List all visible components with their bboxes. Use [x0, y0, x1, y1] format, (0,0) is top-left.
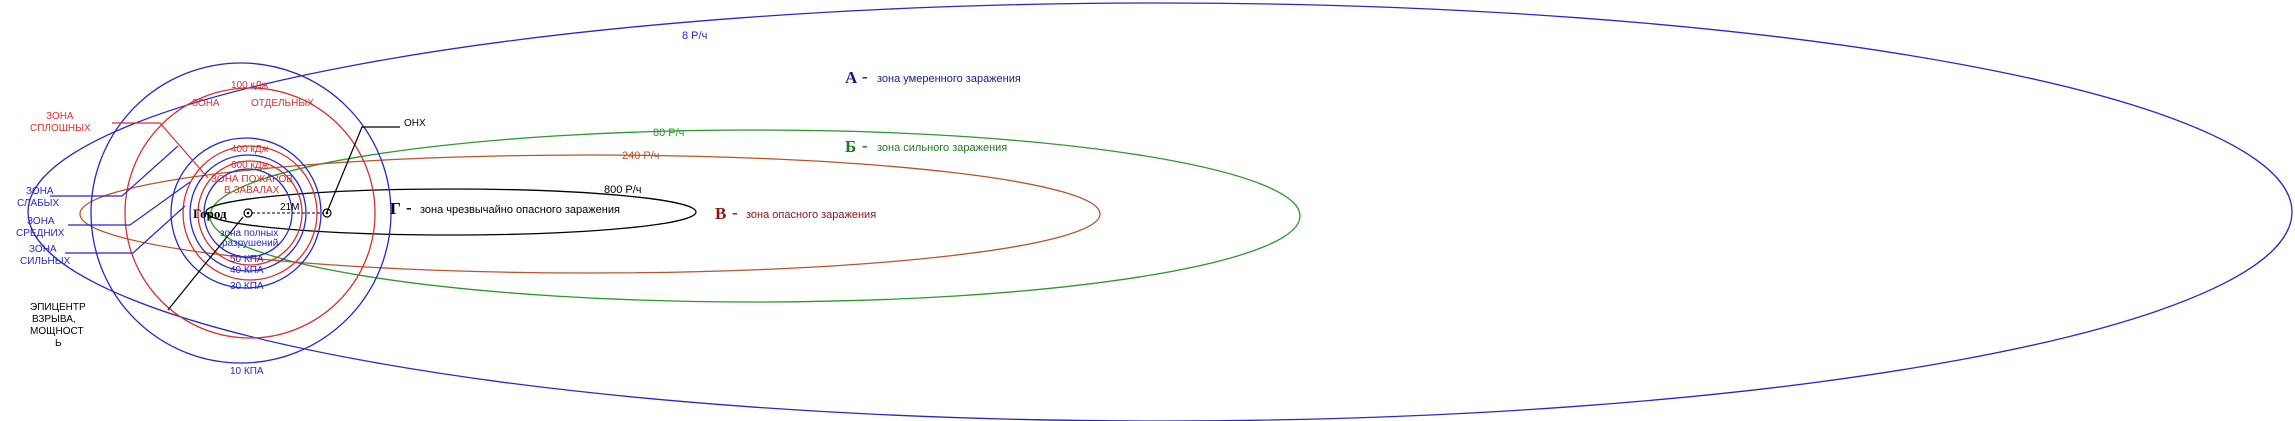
label-zona-otd-2: ОТДЕЛЬНЫХ [251, 98, 314, 109]
circle-10-kpa [90, 62, 392, 364]
zone-b-letter: Б [845, 137, 856, 156]
label-8-rh: 8 Р/ч [682, 30, 707, 42]
epicenter-dot [246, 211, 250, 215]
zone-g-letter: Г [390, 199, 401, 218]
zone-b-dash: - [862, 136, 868, 155]
label-zona-sred-1: ЗОНА [27, 216, 55, 227]
circle-40-kpa [189, 154, 307, 272]
zone-a-letter: А [845, 68, 858, 87]
zone-g-desc: зона чрезвычайно опасного заражения [420, 204, 620, 216]
label-800-rh: 800 Р/ч [604, 184, 642, 196]
label-zona-silno-1: ЗОНА [29, 244, 57, 255]
label-epicenter-4: Ь [55, 338, 62, 349]
zone-a-dash: - [862, 67, 868, 86]
label-10-kpa: 10 КПА [230, 366, 264, 377]
zone-a-ellipse [27, 2, 2293, 421]
label-full-destruction-1: зона полных [220, 228, 278, 239]
zone-g-ellipse [205, 188, 697, 236]
label-zona-splosh-2: СПЛОШНЫХ [30, 123, 91, 134]
circle-30-kpa [170, 137, 322, 289]
label-30-kpa: 30 КПА [230, 281, 264, 292]
zone-v-desc: зона опасного заражения [746, 209, 876, 221]
label-zona-silno-2: СИЛЬНЫХ [20, 256, 71, 267]
onh-dot [325, 211, 329, 215]
label-600-kdj: 600 кДж [231, 160, 269, 171]
label-100-kdj: 100 кДж [231, 80, 269, 91]
zone-b-desc: зона сильного заражения [877, 142, 1007, 154]
label-full-destruction-2: разрушений [222, 238, 278, 249]
leader-splosh [112, 122, 209, 179]
zone-v-ellipse [79, 154, 1101, 274]
label-onh: ОНХ [404, 118, 426, 129]
label-zona-sred-2: СРЕДНИХ [16, 228, 65, 239]
label-epicenter-1: ЭПИЦЕНТР [30, 302, 86, 313]
leader-srednih [68, 181, 191, 226]
label-zona-slab-1: ЗОНА [26, 186, 54, 197]
leader-slabyh [50, 145, 179, 197]
leader-silnyh [65, 205, 186, 254]
label-epicenter-2: ВЗРЫВА, [32, 314, 76, 325]
label-distance: 21М [280, 202, 299, 213]
label-fires-1: ЗОНА ПОЖАРОВ [211, 174, 293, 185]
zone-v-letter: В [715, 204, 726, 223]
label-50-kpa: 50 КПА [230, 254, 264, 265]
label-zona-slab-2: СЛАБЫХ [17, 198, 60, 209]
label-zona-otd-1: ЗОНА [192, 98, 220, 109]
circle-100-kdj [124, 87, 376, 339]
label-400-kdj: 400 кДж [231, 144, 269, 155]
zone-g-dash: - [406, 198, 412, 217]
label-city: Город [193, 206, 227, 221]
label-fires-2: В ЗАВАЛАХ [224, 185, 280, 196]
label-80-rh: 80 Р/ч [653, 127, 684, 139]
label-40-kpa: 40 КПА [230, 265, 264, 276]
zone-v-dash: - [732, 203, 738, 222]
label-epicenter-3: МОЩНОСТ [30, 326, 83, 337]
leader-epicenter [167, 216, 244, 311]
label-240-rh: 240 Р/ч [622, 150, 660, 162]
zone-a-desc: зона умеренного заражения [877, 73, 1021, 85]
label-zona-splosh-1: ЗОНА [46, 111, 74, 122]
leader-onh [326, 126, 400, 213]
